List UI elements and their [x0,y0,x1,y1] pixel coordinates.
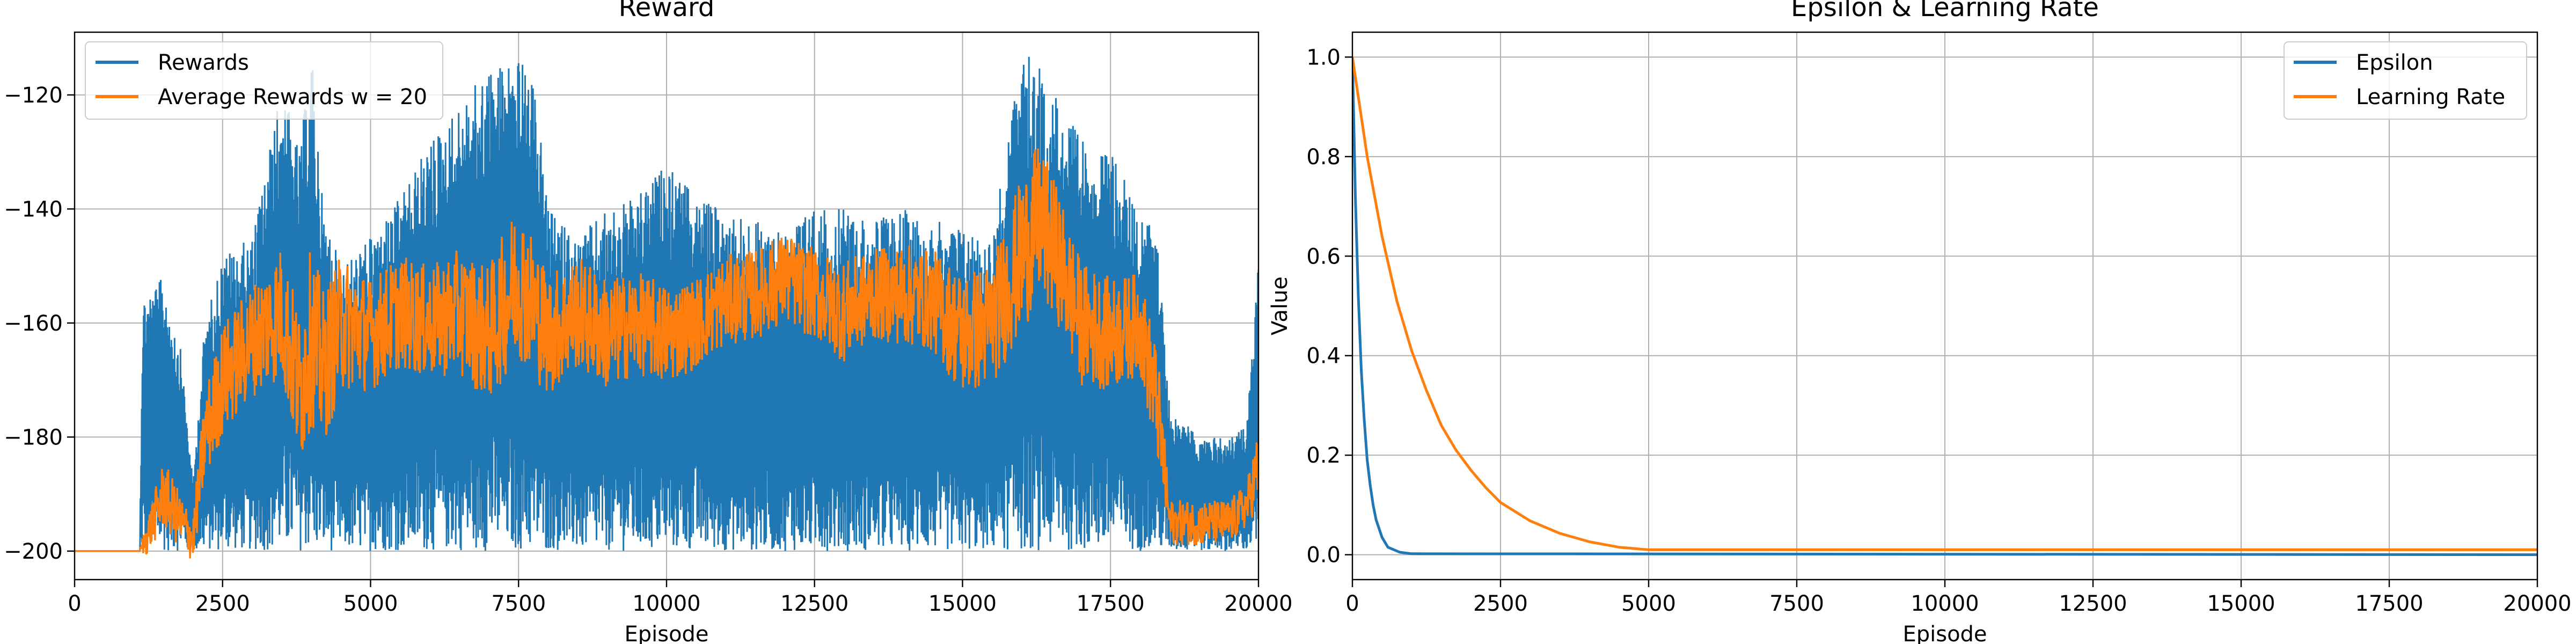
epsilon-lr-ytick-label-5: 1.0 [1306,45,1341,70]
reward-xtick-label-1: 2500 [195,591,250,616]
series-learning-rate [1352,57,2537,551]
series-rewards [75,56,1258,552]
series-epsilon [1352,57,2537,557]
epsilon-lr-y-axis-label: Value [1268,276,1292,335]
epsilon-lr-ytick-label-1: 0.2 [1306,443,1341,468]
legend-label-learning-rate: Learning Rate [2356,85,2505,109]
reward-ytick-label-0: −200 [4,539,63,564]
epsilon-lr-y-ticks: 0.0 0.2 0.4 0.6 0.8 1.0 [1306,45,1352,568]
reward-chart: Reward 0 2500 5000 7500 10000 12500 15000 17500… [4,0,1293,644]
epsilon-lr-legend-box [2284,41,2527,120]
series-average-rewards-w-20 [75,148,1258,559]
epsilon-lr-xtick-label-0: 0 [1345,591,1359,616]
reward-xtick-label-3: 7500 [491,591,546,616]
epsilon-lr-xtick-label-3: 7500 [1769,591,1824,616]
reward-xtick-label-6: 15000 [928,591,997,616]
epsilon-lr-ytick-label-3: 0.6 [1306,244,1341,269]
epsilon-lr-xtick-label-7: 17500 [2355,591,2423,616]
epsilon-lr-ytick-label-2: 0.4 [1306,344,1341,369]
epsilon-lr-plot-area [1352,57,2537,557]
epsilon-lr-x-ticks: 0 2500 5000 7500 10000 12500 15000 17500 20000 [1345,580,2572,616]
epsilon-lr-ytick-label-0: 0.0 [1306,543,1341,568]
reward-ytick-label-4: −120 [4,83,63,108]
reward-ytick-label-3: −140 [4,197,63,222]
epsilon-lr-xtick-label-8: 20000 [2503,591,2571,616]
reward-ytick-label-2: −160 [4,311,63,336]
reward-y-ticks: −200 −180 −160 −140 −120 [4,83,75,564]
reward-xtick-label-2: 5000 [343,591,398,616]
reward-plot-area [75,56,1258,559]
epsilon-lr-xtick-label-5: 12500 [2059,591,2127,616]
legend-label-epsilon: Epsilon [2356,50,2433,75]
reward-xtick-label-7: 17500 [1077,591,1145,616]
reward-xtick-label-0: 0 [68,591,81,616]
epsilon-lr-legend: Epsilon Learning Rate [2284,41,2527,120]
reward-ytick-label-1: −180 [4,425,63,450]
reward-x-ticks: 0 2500 5000 7500 10000 12500 15000 17500 20000 [68,580,1293,616]
epsilon-lr-xtick-label-1: 2500 [1473,591,1528,616]
reward-legend: Rewards Average Rewards w = 20 [85,41,443,120]
epsilon-lr-xtick-label-2: 5000 [1621,591,1676,616]
reward-xtick-label-4: 10000 [632,591,700,616]
reward-x-axis-label: Episode [624,622,708,644]
epsilon-lr-x-axis-label: Episode [1902,622,1987,644]
epsilon-lr-xtick-label-4: 10000 [1911,591,1979,616]
reward-xtick-label-8: 20000 [1224,591,1292,616]
reward-xtick-label-5: 12500 [780,591,848,616]
epsilon-lr-chart-title: Epsilon & Learning Rate [1791,0,2099,23]
epsilon-lr-xtick-label-6: 15000 [2207,591,2275,616]
reward-chart-title: Reward [619,0,715,23]
epsilon-lr-ytick-label-4: 0.8 [1306,145,1341,170]
legend-label-average-rewards: Average Rewards w = 20 [158,85,427,109]
epsilon-lr-chart: Epsilon & Learning Rate 0 2500 5000 7500 100… [1268,0,2572,644]
reward-legend-box [85,41,443,120]
legend-label-rewards: Rewards [158,50,249,75]
